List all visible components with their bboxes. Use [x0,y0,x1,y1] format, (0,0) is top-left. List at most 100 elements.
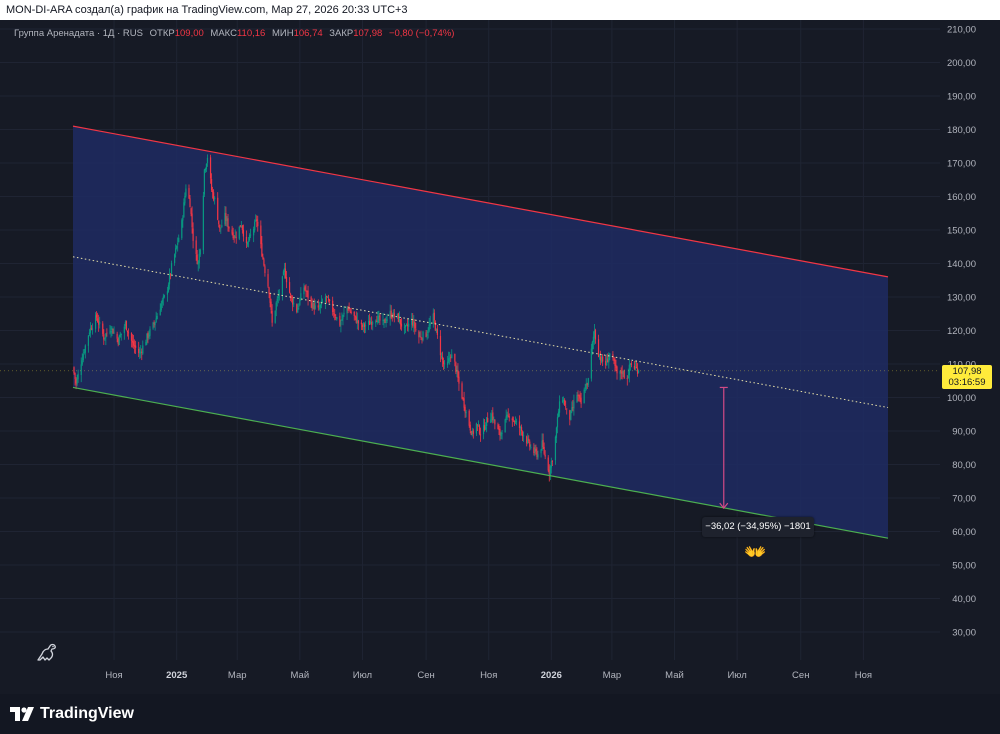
candle-body [340,321,342,326]
candle-body [629,363,631,365]
candle-body [313,303,315,310]
candle-body [226,219,228,222]
candle-body [635,366,638,368]
measure-tool-text: −36,02 (−34,95%) −1801 [705,521,811,532]
candle-body [541,440,543,450]
candle-body [282,271,285,276]
candle-body [500,432,502,436]
candle-body [353,311,355,316]
y-axis-tick-label: 40,00 [952,594,976,605]
price-chart[interactable]: 210,00 200,00 190,00 180,00 170,00 160,00 150,… [0,20,1000,694]
candle-body [176,245,178,249]
candle-body [573,401,575,409]
candle-body [572,407,574,408]
candle-body [312,302,314,309]
candle-body [347,307,349,311]
candle-body [235,236,237,238]
candle-body [123,326,125,333]
candle-body [378,316,380,317]
candle-body [146,333,148,342]
candle-body [133,345,136,347]
candle-body [97,318,99,322]
candle-body [421,338,423,340]
candle-body [523,435,525,437]
candle-body [484,425,486,431]
candle-body [549,466,551,476]
candle-body [74,372,76,379]
candle-body [564,399,566,406]
candle-body [633,365,636,369]
candle-body [550,461,552,468]
candle-body [415,329,417,331]
candle-body [89,327,92,333]
candle-body [141,351,143,353]
candle-body [623,371,625,379]
candle-body [291,296,293,298]
candle-body [253,228,255,236]
candle-body [205,163,208,170]
candle-body [399,319,402,325]
candle-body [109,331,111,333]
candle-body [619,371,621,374]
candle-body [296,304,298,313]
candle-body [476,424,479,426]
candle-body [305,290,307,292]
y-axis-tick-label: 170,00 [947,159,976,170]
candle-body [127,332,130,334]
x-axis-tick-label: Июл [353,670,372,681]
candle-body [627,375,629,379]
candle-body [614,359,616,366]
candle-body [468,410,470,426]
candle-body [90,328,93,330]
candle-body [585,383,587,390]
candle-body [565,406,567,408]
candle-body [498,428,500,430]
candle-body [267,274,269,287]
candle-body [220,227,222,229]
candle-body [106,332,108,334]
candle-body [407,324,409,327]
candle-body [262,256,264,259]
candle-body [160,303,162,311]
candle-body [420,336,422,339]
candle-body [405,324,408,326]
legend-low-value: 106,74 [293,28,323,39]
candle-body [342,314,344,319]
candle-body [356,319,358,323]
current-price-tag: 107,98 03:16:59 [942,365,992,389]
emoji-glyph: 👐 [744,542,767,562]
candle-body [310,297,312,303]
candle-body [191,213,193,228]
candle-body [293,303,295,305]
candle-body [403,326,406,328]
candle-body [184,195,186,204]
candle-body [124,322,126,327]
candle-body [288,282,291,293]
chart-area[interactable]: 210,00 200,00 190,00 180,00 170,00 160,00 150,… [0,20,1000,694]
candle-body [435,329,437,332]
candle-body [261,243,263,257]
candle-body [412,318,414,326]
candle-body [232,232,234,239]
candle-body [601,357,603,362]
candle-body [432,313,434,324]
candle-body [241,225,243,230]
legend-low-label: МИН [271,28,294,39]
candle-body [284,268,287,278]
candle-body [534,448,536,452]
candle-body [292,298,294,305]
y-axis-tick-label: 210,00 [947,25,976,36]
y-axis-tick-label: 130,00 [947,293,976,304]
legend-close-value: 107,98 [353,28,383,39]
candle-body [349,309,351,313]
candle-body [96,314,98,318]
candle-body [463,398,465,408]
snapshot-header: MON-DI-ARA создал(а) график на TradingVi… [0,0,1000,20]
candle-body [213,192,215,200]
candle-body [548,469,550,475]
measure-tool-label[interactable]: −36,02 (−34,95%) −1801 [702,517,814,537]
candle-body [245,236,248,244]
legend-open-label: ОТКР [149,28,175,39]
channel-fill [73,126,888,539]
